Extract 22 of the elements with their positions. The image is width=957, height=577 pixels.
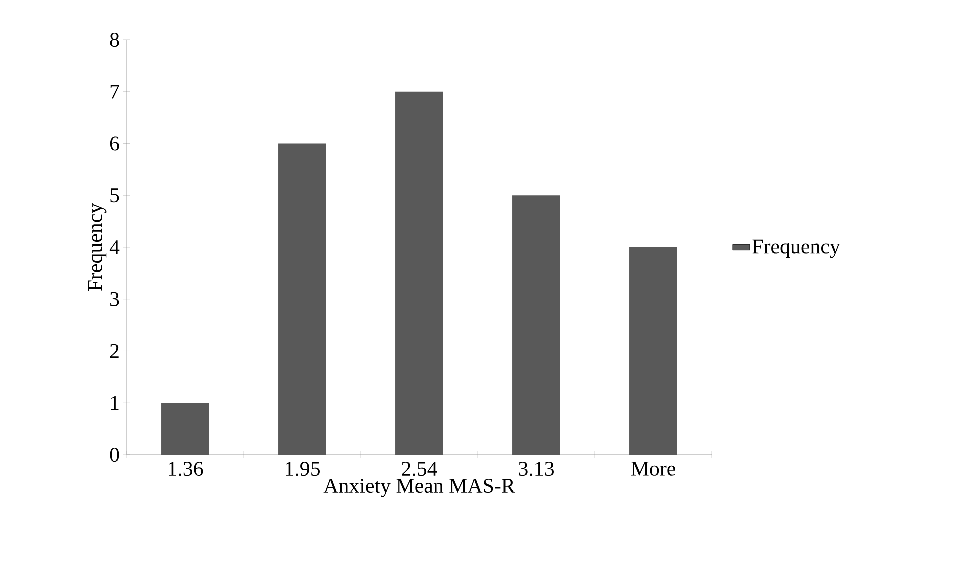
bar xyxy=(278,144,326,455)
x-tick-label: More xyxy=(631,462,676,476)
y-tick-label: 3 xyxy=(110,292,120,306)
x-axis-title: Anxiety Mean MAS-R xyxy=(324,479,516,498)
y-tick-label: 5 xyxy=(110,188,120,203)
y-tick-label: 4 xyxy=(110,240,120,254)
bar xyxy=(512,196,560,455)
x-tick-label: 1.95 xyxy=(286,462,320,476)
y-tick-label: 0 xyxy=(110,448,120,462)
y-tick-label: 1 xyxy=(111,396,119,410)
y-tick-label: 7 xyxy=(110,85,120,99)
x-tick-label: 3.13 xyxy=(519,462,554,476)
y-tick-label: 2 xyxy=(110,344,119,358)
x-tick-label: 1.36 xyxy=(169,462,204,476)
x-tick-label: 2.54 xyxy=(402,462,438,476)
y-axis-title: Frequency xyxy=(88,203,107,292)
bar xyxy=(396,92,444,455)
y-tick-label: 8 xyxy=(110,32,120,48)
bar xyxy=(630,248,678,455)
bar xyxy=(162,403,210,455)
legend-label: Frequency xyxy=(752,240,840,258)
y-tick-label: 6 xyxy=(110,136,120,151)
